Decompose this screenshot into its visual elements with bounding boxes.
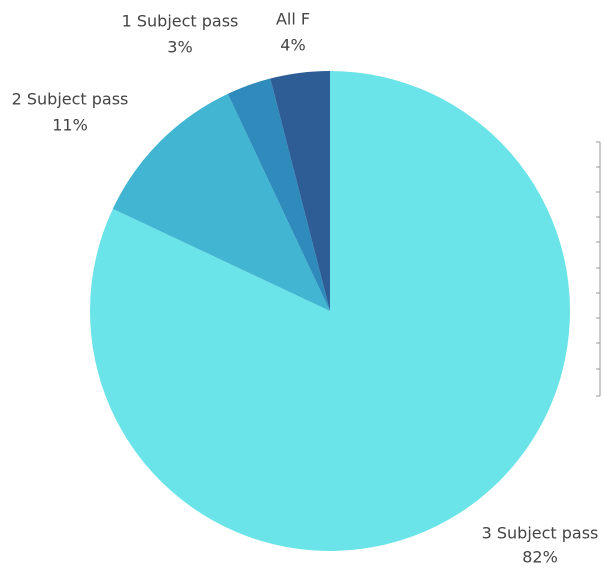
pie-slice	[270, 71, 330, 311]
pie-slice	[112, 93, 330, 311]
axis-fragment	[596, 141, 601, 397]
slice-label: 3 Subject pass	[482, 524, 599, 543]
slice-label: 2 Subject pass	[12, 90, 129, 109]
slice-value: 11%	[52, 116, 88, 135]
slice-value: 4%	[280, 36, 305, 55]
slice-value: 3%	[167, 38, 192, 57]
pie-slice	[89, 71, 571, 552]
slice-label: 1 Subject pass	[122, 12, 239, 31]
slice-value: 82%	[522, 548, 558, 567]
pie-slice	[227, 78, 330, 311]
slice-label: All F	[276, 10, 310, 29]
